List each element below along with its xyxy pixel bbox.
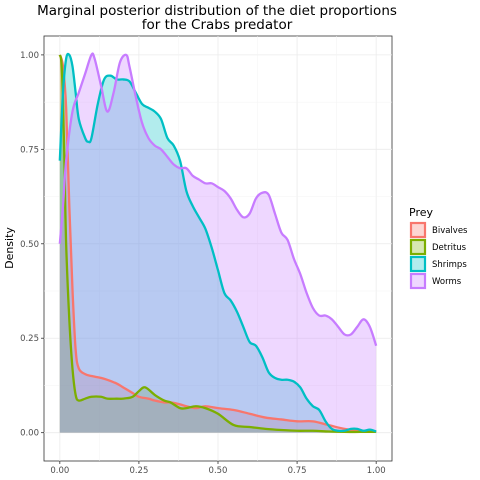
density-fills	[59, 53, 377, 433]
y-tick-label: 0.50	[20, 240, 39, 250]
line-worms	[58, 52, 378, 347]
legend-key-fill-detritus	[410, 239, 426, 255]
x-tick-label: 0.25	[129, 466, 148, 476]
legend-label-shrimps: Shrimps	[432, 260, 467, 270]
y-tick-label: 0.25	[20, 334, 39, 344]
y-tick-label: 1.00	[20, 51, 39, 61]
legend-label-worms: Worms	[432, 277, 462, 287]
x-axis: 0.00 0.25 0.50 0.75 1.00	[50, 461, 386, 476]
line-bivalves	[58, 54, 377, 433]
area-worms	[59, 53, 377, 433]
y-tick-label: 0.00	[20, 429, 39, 439]
area-bivalves	[59, 54, 377, 433]
y-tick-label: 0.75	[20, 145, 39, 155]
line-detritus	[58, 54, 377, 434]
legend: Prey Bivalves Detritus Shrimps Worms	[409, 206, 468, 290]
legend-key-bivalves	[409, 221, 427, 239]
legend-label-bivalves: Bivalves	[432, 226, 468, 236]
x-tick-label: 0.75	[288, 466, 307, 476]
legend-title: Prey	[409, 206, 433, 219]
chart-subtitle: for the Crabs predator	[142, 17, 293, 33]
legend-key-fill-worms	[410, 273, 426, 289]
area-shrimps	[59, 53, 377, 433]
chart-title: Marginal posterior distribution of the d…	[37, 3, 397, 19]
legend-key-fill-bivalves	[410, 222, 426, 238]
legend-key-detritus	[409, 238, 427, 256]
x-tick-label: 0.00	[50, 466, 69, 476]
line-shrimps	[58, 52, 377, 433]
legend-label-detritus: Detritus	[432, 243, 467, 253]
x-tick-label: 0.50	[209, 466, 228, 476]
legend-key-fill-shrimps	[410, 256, 426, 272]
legend-key-worms	[409, 272, 427, 290]
x-tick-label: 1.00	[367, 466, 386, 476]
y-axis-title: Density	[3, 227, 16, 269]
density-lines	[58, 52, 378, 434]
legend-key-shrimps	[409, 255, 427, 273]
y-axis: 0.00 0.25 0.50 0.75 1.00	[20, 51, 44, 439]
